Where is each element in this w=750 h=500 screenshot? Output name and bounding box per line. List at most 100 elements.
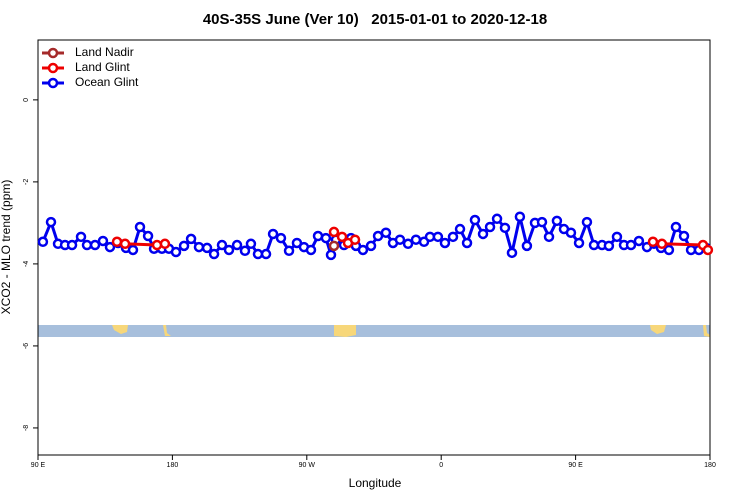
data-point (603, 240, 615, 252)
data-point (506, 247, 518, 259)
legend-label: Ocean Glint (75, 75, 139, 89)
data-point (647, 236, 659, 248)
data-point (328, 226, 340, 238)
data-point (611, 231, 623, 243)
data-point (349, 234, 361, 245)
data-point (231, 239, 243, 251)
data-point (625, 239, 637, 251)
data-point (394, 234, 406, 245)
data-point (551, 215, 563, 227)
data-point (142, 230, 154, 242)
data-point (185, 233, 197, 245)
data-point (678, 230, 690, 242)
x-tick-label: 90 E (31, 462, 46, 469)
data-point (410, 234, 422, 245)
data-point (239, 245, 251, 257)
data-point (656, 238, 668, 250)
data-point (477, 228, 489, 240)
legend-marker (47, 62, 59, 74)
data-point (402, 238, 414, 250)
data-point (104, 241, 116, 253)
data-point (543, 231, 555, 243)
data-point (134, 221, 146, 233)
ocean-band (38, 325, 710, 337)
data-point (267, 228, 279, 240)
data-point (201, 242, 213, 254)
legend-marker (47, 77, 59, 89)
map-strip (38, 325, 710, 337)
data-point (439, 237, 451, 249)
data-point (328, 240, 340, 252)
data-point (159, 238, 171, 250)
data-point (514, 211, 526, 222)
data-point (275, 232, 287, 244)
data-point (81, 239, 93, 251)
data-point (127, 244, 139, 256)
legend-label: Land Nadir (75, 45, 134, 59)
land-shape (112, 325, 128, 334)
data-point (581, 216, 593, 228)
data-point (670, 221, 682, 233)
x-axis-label: Longitude (349, 476, 402, 490)
data-point (461, 237, 473, 249)
data-point (320, 232, 332, 244)
y-tick-label: -6 (23, 343, 30, 349)
land-shape (334, 325, 356, 337)
data-point (365, 240, 377, 252)
data-point (223, 244, 235, 256)
data-point (111, 236, 123, 248)
y-tick-label: -2 (23, 179, 30, 185)
y-tick-label: 0 (23, 98, 30, 102)
data-point (491, 213, 503, 225)
data-point (178, 240, 190, 252)
land-shape (163, 325, 171, 336)
data-point (536, 216, 548, 228)
data-point (565, 227, 577, 238)
data-point (252, 248, 264, 260)
y-tick-label: -8 (23, 425, 30, 431)
data-point (216, 239, 228, 251)
data-point (484, 221, 496, 233)
y-tick-label: -4 (23, 261, 30, 267)
data-point (89, 239, 101, 251)
x-tick-label: 180 (167, 462, 179, 469)
y-axis-label: XCO2 - MLO trend (ppm) (0, 180, 13, 315)
data-point (119, 238, 131, 250)
chart-title: 40S-35S June (Ver 10) 2015-01-01 to 2020… (203, 11, 547, 28)
data-point (151, 239, 163, 251)
data-point (469, 214, 481, 226)
data-point (663, 244, 675, 256)
data-point (702, 244, 714, 256)
data-point (75, 231, 87, 243)
x-tick-label: 90 E (568, 462, 583, 469)
legend-marker (47, 47, 59, 59)
data-point (97, 235, 109, 247)
data-point (521, 240, 533, 252)
data-point (245, 238, 257, 250)
data-point (357, 244, 369, 256)
data-point (499, 222, 511, 234)
data-point (193, 241, 205, 253)
data-point (208, 248, 220, 260)
data-point (573, 237, 585, 249)
data-point (45, 216, 57, 228)
data-point (66, 239, 78, 251)
data-point (432, 231, 444, 243)
data-point (633, 235, 645, 247)
data-point (380, 227, 392, 238)
data-point (325, 249, 337, 261)
data-point (447, 231, 459, 243)
data-point (305, 244, 317, 256)
data-point (336, 231, 348, 243)
data-point (454, 223, 466, 235)
land-shape (703, 325, 710, 337)
data-point (260, 248, 272, 260)
data-point (588, 239, 600, 251)
land-shape (650, 325, 666, 334)
data-point (283, 245, 295, 257)
legend-label: Land Glint (75, 60, 130, 74)
x-tick-label: 180 (704, 462, 716, 469)
data-point (37, 236, 49, 248)
data-point (170, 246, 182, 258)
